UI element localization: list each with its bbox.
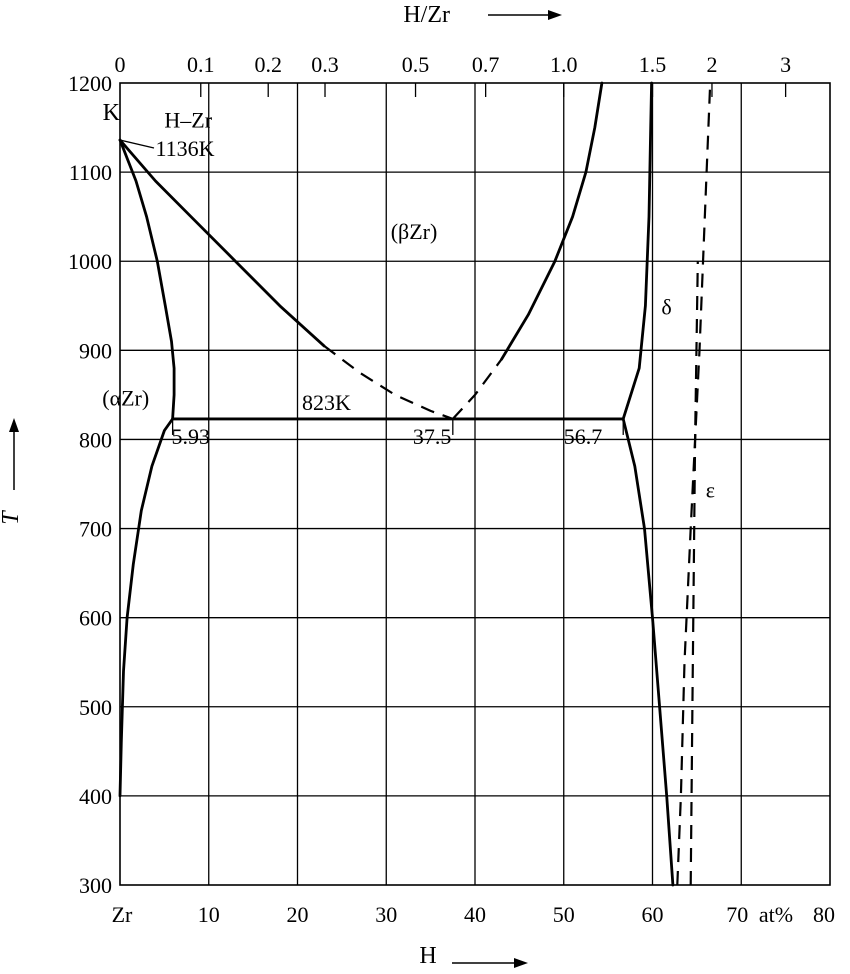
tick-labels: Zr 10 20 30 40 50 60 70 803004005006007008009001… [68, 52, 835, 927]
y-tick-label: 1000 [68, 249, 112, 274]
y-tick-label: 500 [79, 695, 112, 720]
annotations: H–Zr 1136K (βZr) δ (αZr) 823K 5.93 37.5 56.7 ε [102, 108, 715, 503]
phase-boundary-dashed [323, 345, 454, 420]
top-tick-label: 3 [780, 52, 791, 77]
x-tick-label: 30 [375, 902, 397, 927]
x-tick-label: 50 [553, 902, 575, 927]
x-tick-label: 60 [642, 902, 664, 927]
x-tick-label: Zr [112, 902, 133, 927]
top-tick-label: 1.0 [550, 52, 578, 77]
phase-boundary [621, 81, 653, 421]
annotation-label: δ [661, 295, 671, 320]
top-tick-label: 0 [115, 52, 126, 77]
plot-frame [119, 82, 831, 886]
y-tick-label: 1200 [68, 71, 112, 96]
phase-boundary-dashed [676, 82, 712, 886]
y-tick-label: 400 [79, 784, 112, 809]
y-tick-label: 300 [79, 873, 112, 898]
top-tick-label: 0.2 [254, 52, 282, 77]
y-tick-label: 1100 [69, 160, 112, 185]
annotation-label: 37.5 [413, 424, 452, 449]
x-tick-label: 40 [464, 902, 486, 927]
phase-boundary [118, 138, 176, 421]
y-unit-label: K [103, 100, 121, 126]
top-axis-arrowhead [548, 10, 562, 20]
phase-boundary [118, 138, 326, 348]
top-tick-label: 1.5 [639, 52, 667, 77]
top-tick-label: 0.5 [402, 52, 430, 77]
top-tick-label: 2 [706, 52, 717, 77]
top-tick-label: 0.7 [472, 52, 500, 77]
x-tick-label: 20 [287, 902, 309, 927]
annotation-label: 5.93 [171, 424, 210, 449]
phase-boundary [500, 81, 604, 361]
annotation-label: H–Zr [164, 108, 212, 133]
y-tick-label: 700 [79, 517, 112, 542]
y-tick-label: 900 [79, 338, 112, 363]
phase-boundary-dashed [451, 358, 503, 420]
x-unit-label: at% [759, 902, 793, 927]
y-axis-title: T [0, 510, 24, 525]
phase-boundary-dashed [689, 261, 699, 886]
y-tick-label: 600 [79, 606, 112, 631]
top-tick-label: 0.1 [187, 52, 215, 77]
x-axis-title: H [419, 943, 436, 969]
y-tick-label: 800 [79, 427, 112, 452]
grid [120, 83, 830, 885]
y-axis-arrowhead [9, 418, 19, 432]
top-tick-label: 0.3 [311, 52, 339, 77]
phase-boundaries [118, 81, 712, 887]
annotation-label: 1136K [156, 136, 215, 161]
phase-boundary [118, 417, 175, 798]
x-axis-arrowhead [514, 958, 528, 968]
annotation-label: (βZr) [391, 219, 438, 244]
annotation-label: ε [706, 477, 715, 502]
leader-line-1136k [119, 139, 155, 149]
annotation-label: (αZr) [102, 386, 149, 411]
phase-boundary [621, 417, 675, 887]
x-tick-label: 70 [726, 902, 748, 927]
top-axis-title: H/Zr [403, 2, 450, 28]
annotation-label: 823K [302, 390, 351, 415]
annotation-label: 56.7 [564, 424, 603, 449]
x-tick-label: 10 [198, 902, 220, 927]
x-tick-label: 80 [813, 902, 835, 927]
